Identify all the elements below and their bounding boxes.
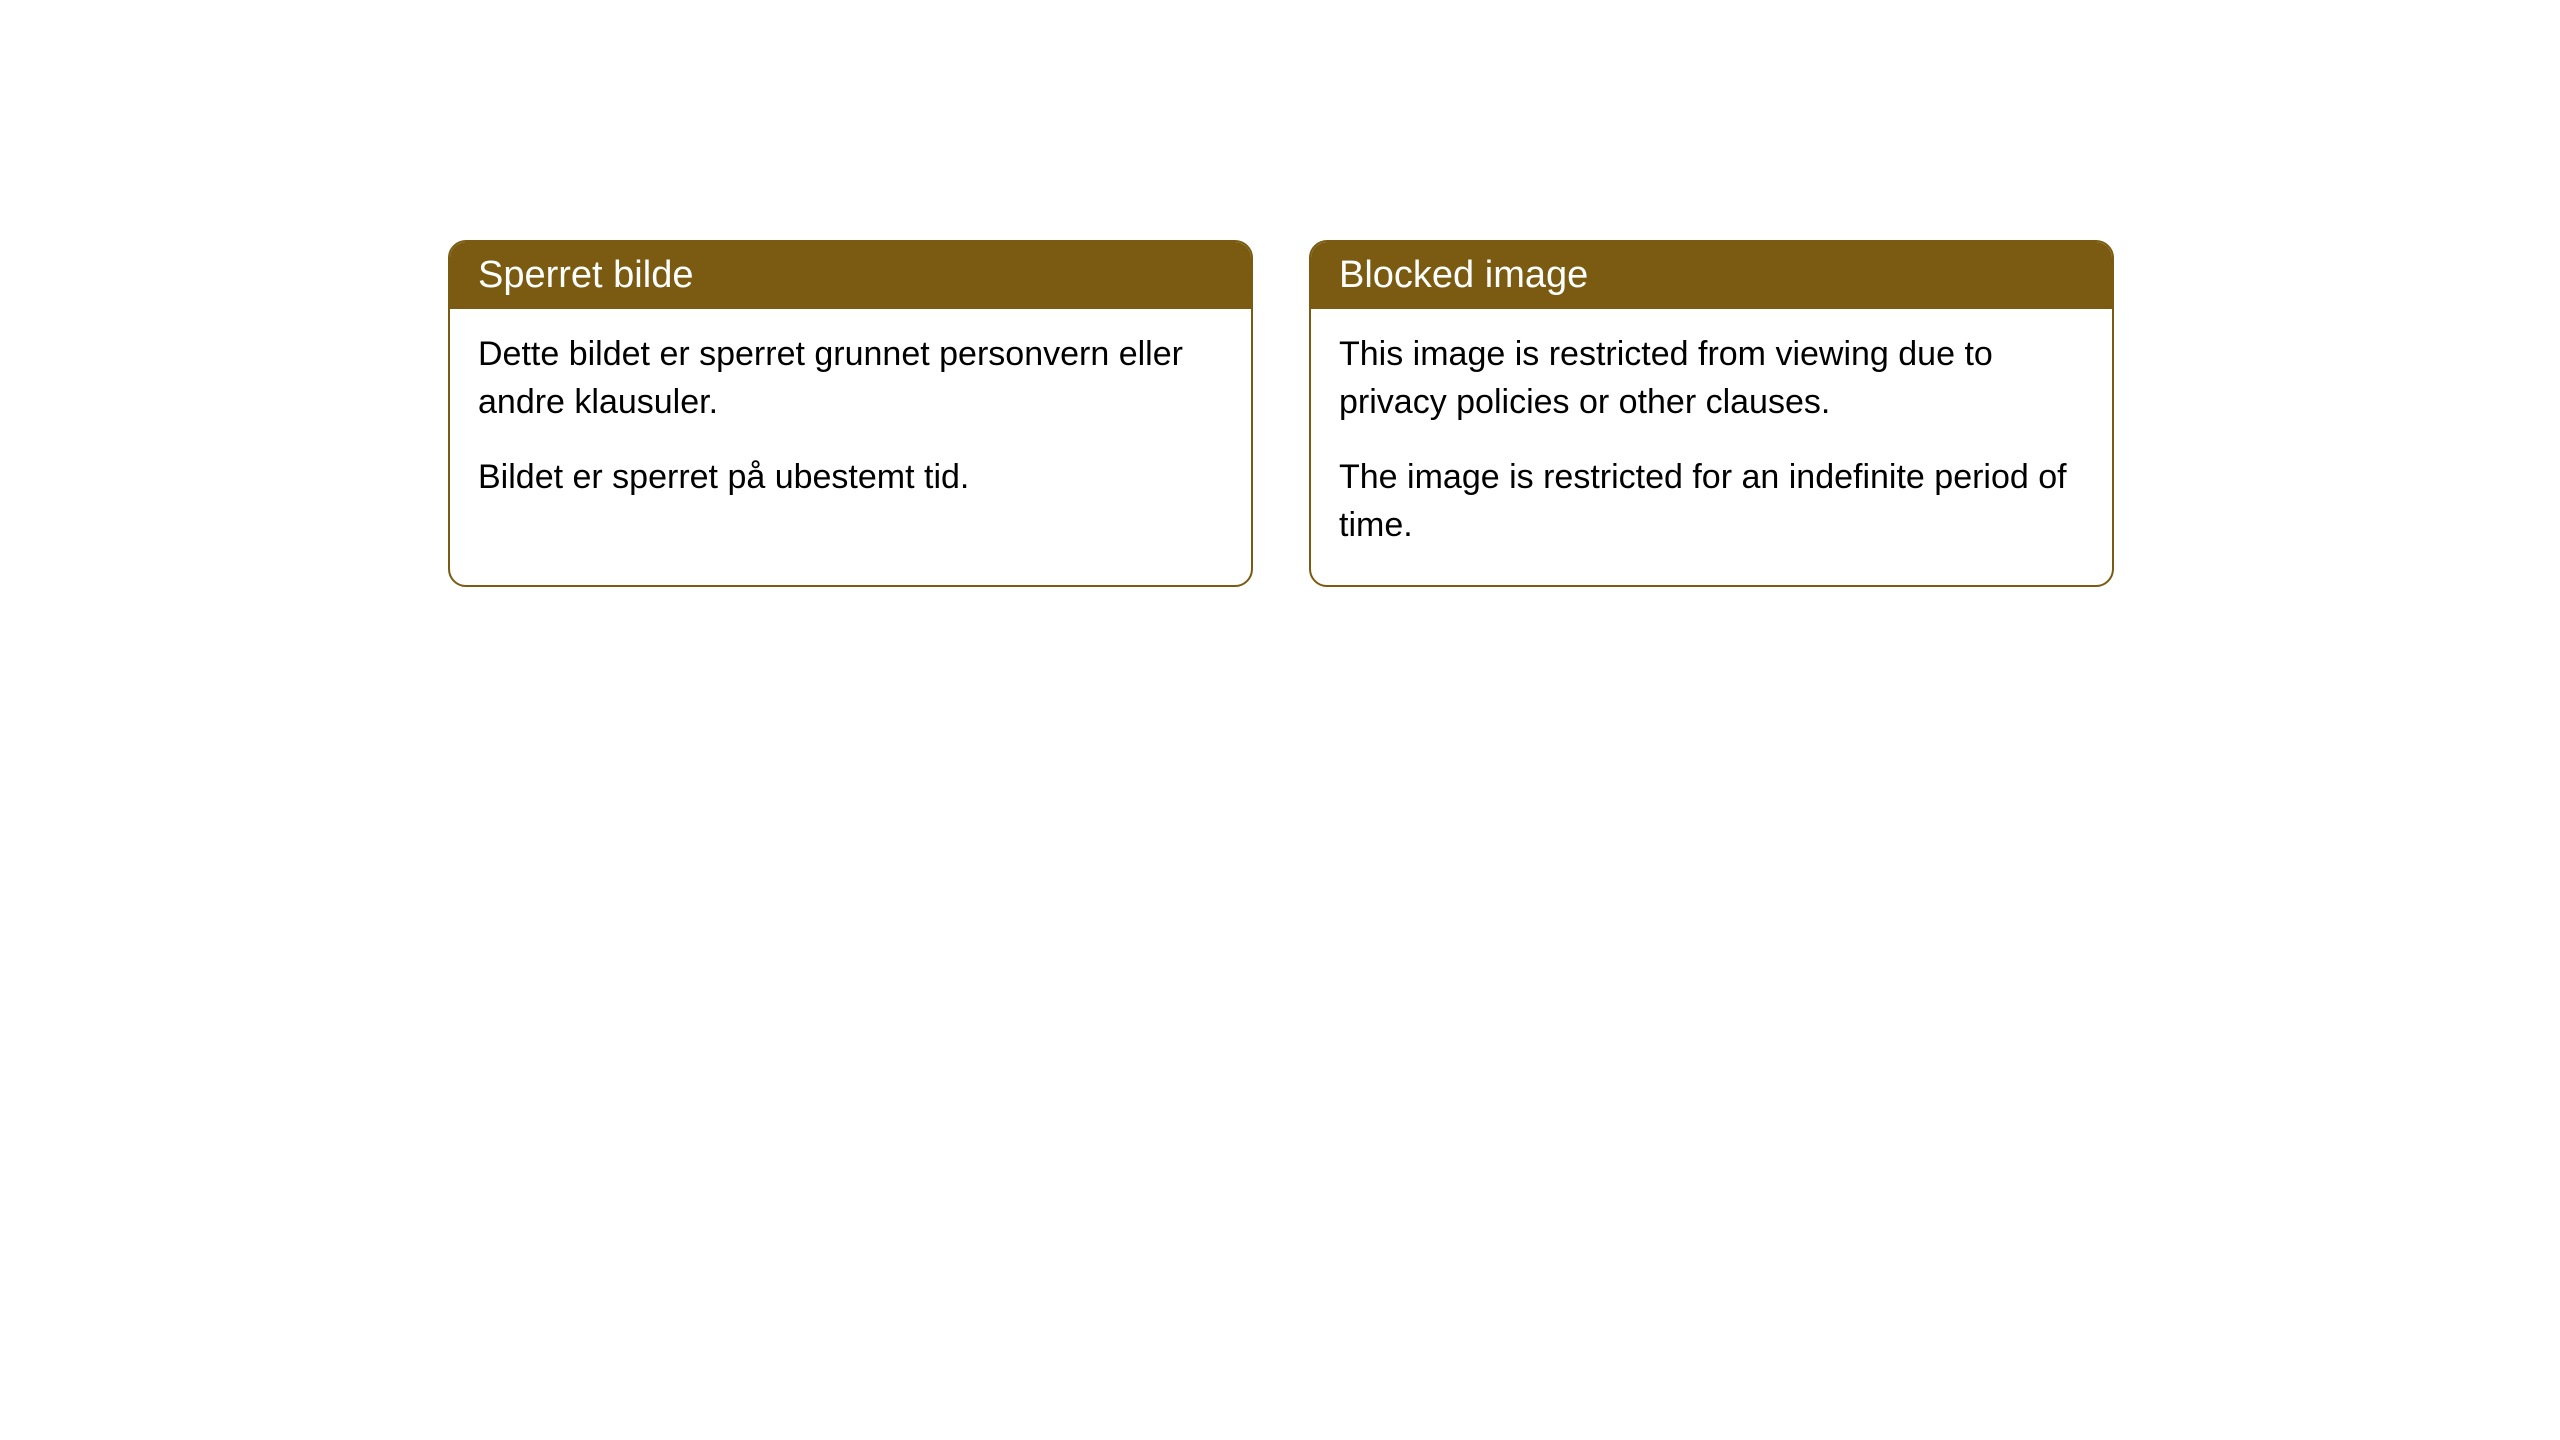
blocked-image-card-english: Blocked image This image is restricted f… <box>1309 240 2114 587</box>
card-header-norwegian: Sperret bilde <box>450 242 1251 309</box>
card-paragraph-2: The image is restricted for an indefinit… <box>1339 454 2084 549</box>
card-body-norwegian: Dette bildet er sperret grunnet personve… <box>450 309 1251 538</box>
card-body-english: This image is restricted from viewing du… <box>1311 309 2112 585</box>
notice-cards-container: Sperret bilde Dette bildet er sperret gr… <box>448 240 2560 587</box>
blocked-image-card-norwegian: Sperret bilde Dette bildet er sperret gr… <box>448 240 1253 587</box>
card-paragraph-1: Dette bildet er sperret grunnet personve… <box>478 331 1223 426</box>
card-header-english: Blocked image <box>1311 242 2112 309</box>
card-paragraph-1: This image is restricted from viewing du… <box>1339 331 2084 426</box>
card-paragraph-2: Bildet er sperret på ubestemt tid. <box>478 454 1223 502</box>
